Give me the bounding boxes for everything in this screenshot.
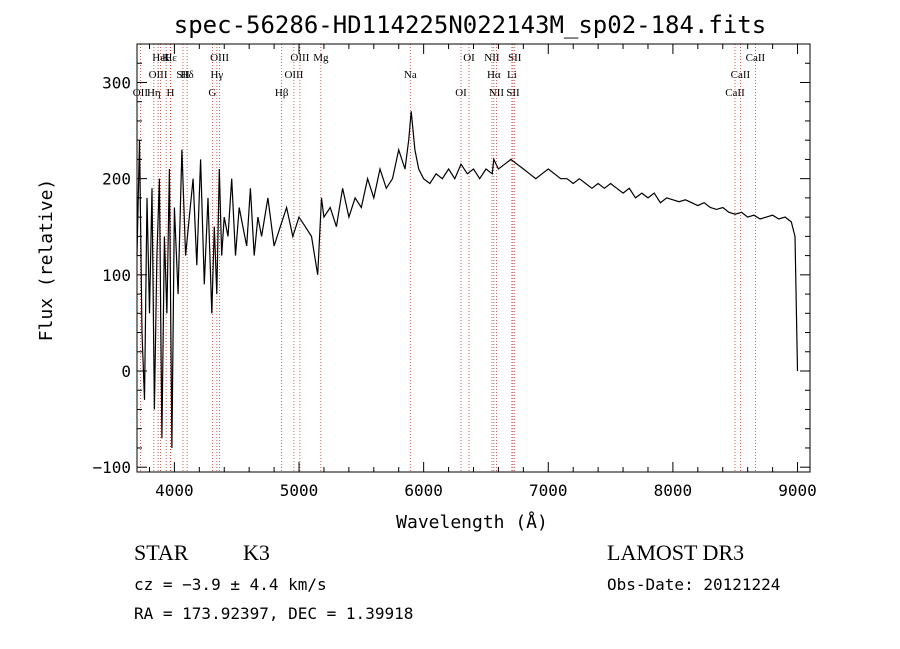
spectral-line-labels: HεHδOIIHeIOIIIHηKSIIHOIIIHγGOIIIOIIIHβMg… [133,52,766,99]
x-tick-label: 6000 [404,481,443,500]
x-axis-label: Wavelength (Å) [396,511,548,533]
line-label: Hε [164,52,177,64]
line-label: SII [176,69,190,81]
line-label: SII [506,87,520,99]
line-label: NII [484,52,500,64]
redshift-cz: cz = −3.9 ± 4.4 km/s [134,575,327,594]
survey-name: LAMOST DR3 [607,540,745,565]
line-label: Hδ [181,69,194,81]
line-label: Mg [313,52,329,64]
y-tick-label: 300 [102,73,131,92]
y-tick-label: −100 [92,458,131,477]
line-label: Hη [147,87,161,99]
x-tick-label: 5000 [280,481,319,500]
line-label: NII [489,87,505,99]
line-label: OIII [149,69,168,81]
spectrum-line [136,111,799,449]
object-subclass: K3 [243,540,270,565]
x-tick-label: 4000 [155,481,194,500]
line-label: CaII [746,52,766,64]
line-label: G [208,87,216,99]
chart-title: spec-56286-HD114225N022143M_sp02-184.fit… [174,11,766,39]
y-axis: −100 0 100 200 300 [92,62,810,477]
line-label: CaII [731,69,751,81]
line-label: K [162,52,170,64]
y-axis-label: Flux (relative) [36,179,57,342]
line-label: OIII [290,52,309,64]
object-class: STAR [134,540,189,565]
x-tick-label: 8000 [654,481,693,500]
line-label: CaII [725,87,745,99]
x-tick-label: 9000 [778,481,817,500]
line-label: OI [455,87,467,99]
line-label: Li [507,69,517,81]
line-label: OI [463,52,475,64]
plot-frame [136,43,811,473]
line-label: HeI [152,52,169,64]
line-label: H [167,87,175,99]
line-label: Na [404,69,417,81]
spectral-line-markers [139,44,756,472]
line-label: OIII [284,69,303,81]
line-label: Hβ [275,87,289,99]
y-tick-label: 200 [102,170,131,189]
line-label: Hγ [210,69,223,81]
x-tick-label: 7000 [529,481,568,500]
y-tick-label: 0 [121,362,131,381]
line-label: OIII [210,52,229,64]
line-label: Hα [487,69,501,81]
coordinates: RA = 173.92397, DEC = 1.39918 [134,604,414,623]
x-axis: 4000 5000 6000 7000 8000 9000 [148,44,817,500]
y-tick-label: 100 [102,266,131,285]
observation-date: Obs-Date: 20121224 [607,575,781,594]
line-label: SII [508,52,522,64]
